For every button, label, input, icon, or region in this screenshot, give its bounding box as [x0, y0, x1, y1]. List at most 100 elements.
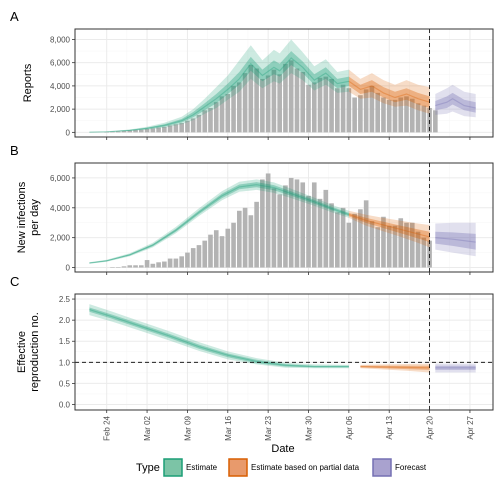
data-bar — [421, 105, 427, 133]
partial-band-90 — [348, 69, 430, 114]
data-bar — [346, 88, 352, 133]
data-bar — [110, 131, 115, 133]
data-bar — [288, 60, 294, 133]
y-tick-label: 0.5 — [59, 379, 71, 388]
data-bar — [231, 85, 236, 133]
data-bar — [323, 76, 329, 133]
legend-key-swatch — [228, 458, 248, 477]
y-tick-label: 0 — [66, 128, 71, 137]
data-bar — [248, 215, 254, 268]
legend-item: Estimate based on partial data — [228, 458, 360, 477]
data-bar — [421, 237, 427, 268]
y-axis-title: New infections — [16, 181, 28, 253]
data-bar — [404, 96, 409, 133]
data-bar — [179, 123, 184, 133]
y-axis-title: Reports — [22, 63, 34, 102]
data-bar — [346, 222, 352, 268]
data-bar — [104, 131, 110, 133]
partial-band-90 — [360, 363, 430, 373]
x-tick-label: Apr 06 — [345, 415, 354, 439]
data-bar — [271, 69, 277, 133]
partial-median-line — [360, 366, 430, 369]
estimate-band-90 — [89, 39, 349, 133]
data-bar — [375, 227, 380, 268]
data-bar — [208, 107, 213, 133]
data-bar — [294, 179, 300, 268]
data-bar — [167, 258, 173, 268]
forecast-median-line — [435, 97, 476, 109]
data-bar — [162, 126, 167, 133]
data-bar — [156, 262, 161, 268]
forecast-band-50 — [435, 92, 476, 113]
x-tick-label: Mar 30 — [305, 415, 314, 440]
panel-border — [74, 293, 494, 411]
data-bar — [213, 102, 219, 133]
legend-key-swatch — [372, 458, 392, 477]
data-bar — [288, 177, 294, 268]
legend-item-label: Estimate — [186, 463, 218, 472]
legend-item-label: Estimate based on partial data — [251, 463, 360, 472]
data-bar — [352, 213, 357, 268]
y-axis-title: Effective — [16, 331, 28, 373]
x-tick-label: Apr 20 — [426, 415, 435, 439]
data-bar — [190, 248, 196, 268]
data-bar — [277, 194, 282, 268]
data-bar — [202, 110, 208, 133]
data-bar — [386, 225, 392, 268]
data-bar — [363, 89, 369, 133]
estimate-band-90 — [89, 179, 349, 264]
legend-key-swatch — [163, 458, 183, 477]
data-bar — [237, 82, 242, 133]
legend-item: Forecast — [372, 458, 427, 477]
legend: Type Estimate Estimate based on partial da… — [136, 458, 427, 477]
data-bar — [369, 85, 375, 133]
data-bar — [115, 131, 121, 133]
data-bar — [254, 201, 259, 268]
data-bar — [415, 103, 421, 133]
data-bar — [317, 198, 323, 268]
data-bar — [133, 265, 138, 268]
estimate-median-line — [89, 57, 350, 133]
data-bar — [110, 267, 115, 268]
data-bar — [127, 265, 133, 268]
partial-median-line — [348, 213, 430, 238]
panel-b: 0 2,000 4,000 6,000 B New infections per day — [10, 143, 494, 275]
data-bar — [352, 97, 357, 133]
chart-panels: 0 2,000 4,000 6,000 8,000 A Reports 0 2,000 4,000… — [10, 9, 494, 441]
data-bar — [121, 130, 127, 133]
data-bar — [409, 222, 415, 268]
data-bar — [381, 97, 386, 133]
estimate-band-50 — [89, 51, 349, 133]
y-tick-label: 8,000 — [50, 35, 71, 44]
x-axis-title: Date — [271, 443, 294, 455]
data-bar — [225, 94, 231, 133]
data-bar — [386, 99, 392, 133]
y-tick-label: 0.0 — [59, 401, 71, 410]
data-bar — [190, 118, 196, 133]
data-bar — [242, 73, 248, 133]
data-bar — [225, 228, 231, 268]
data-bar — [265, 173, 271, 268]
data-bar — [185, 120, 190, 133]
data-bar — [115, 267, 121, 268]
data-bar — [283, 63, 288, 133]
data-bar — [196, 114, 202, 133]
x-tick-label: Mar 23 — [264, 415, 273, 440]
y-tick-label: 2,000 — [50, 105, 71, 114]
data-bar — [208, 234, 213, 268]
data-bar — [150, 128, 156, 133]
data-bar — [415, 231, 421, 268]
panel-border — [74, 28, 494, 138]
partial-band-90 — [348, 210, 430, 248]
data-bar — [369, 221, 375, 268]
partial-median-line — [348, 80, 430, 103]
data-bar — [260, 78, 265, 133]
estimate-median-line — [89, 184, 350, 264]
data-bar — [260, 179, 265, 268]
data-bar — [173, 258, 179, 268]
data-bar — [340, 207, 346, 268]
data-bar — [300, 71, 306, 133]
data-bar — [144, 128, 150, 133]
data-bar — [306, 195, 311, 268]
y-tick-label: 1.5 — [59, 337, 71, 346]
